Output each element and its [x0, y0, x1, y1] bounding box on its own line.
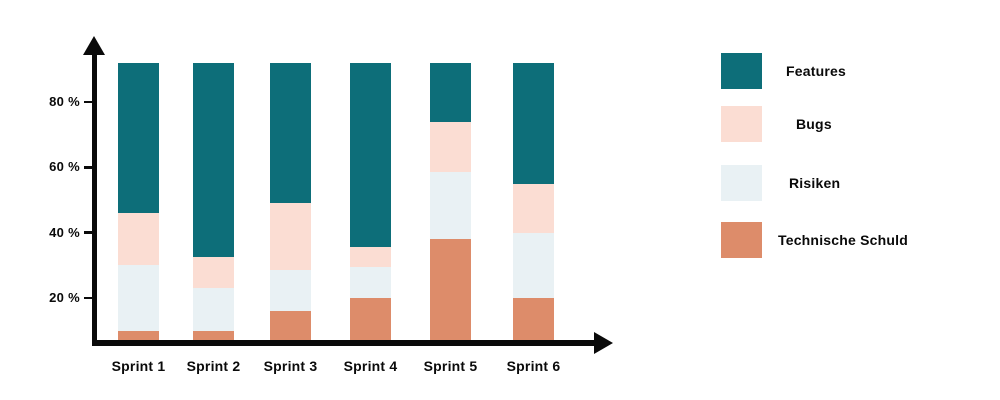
- legend: Features Bugs Risiken Technische Schuld: [721, 53, 951, 283]
- bar-segment-bugs: [430, 121, 471, 173]
- legend-label: Bugs: [796, 116, 832, 132]
- y-axis-tick: [84, 100, 92, 104]
- bar-segment-features: [118, 62, 159, 214]
- legend-label: Features: [786, 63, 846, 79]
- y-axis-tick-label: 20 %: [49, 289, 80, 305]
- bar-segment-technische-schuld: [513, 297, 554, 340]
- x-axis-label: Sprint 6: [506, 358, 561, 374]
- bar-segment-bugs: [193, 257, 234, 289]
- bar-segment-risiken: [350, 266, 391, 298]
- bar-segment-risiken: [513, 232, 554, 298]
- x-axis-label: Sprint 3: [263, 358, 318, 374]
- bar-segment-bugs: [513, 183, 554, 233]
- x-axis-label: Sprint 2: [186, 358, 241, 374]
- bar-segment-features: [350, 62, 391, 248]
- plot-area: 20 % 40 % 60 % 80 % Sprint 1 Sprint 2 Sprint …: [49, 36, 613, 374]
- bar-segment-technische-schuld: [430, 239, 471, 340]
- y-axis-tick-label: 40 %: [49, 224, 80, 240]
- bar-segment-risiken: [193, 288, 234, 331]
- bar-segment-bugs: [350, 247, 391, 267]
- y-axis-tick-label: 80 %: [49, 93, 80, 109]
- y-axis-line: [92, 52, 97, 346]
- legend-item-risiken: Risiken: [721, 165, 951, 201]
- bar-segment-bugs: [270, 203, 311, 271]
- legend-swatch-features-icon: [721, 53, 762, 89]
- bar-segment-technische-schuld: [350, 297, 391, 340]
- bar-segment-technische-schuld: [270, 311, 311, 340]
- bar-segment-features: [270, 62, 311, 204]
- bar-segment-features: [430, 62, 471, 122]
- bar-segment-technische-schuld: [193, 330, 234, 340]
- y-axis-tick: [84, 296, 92, 300]
- y-axis-tick-label: 60 %: [49, 159, 80, 175]
- bar-segment-risiken: [270, 270, 311, 312]
- legend-swatch-bugs-icon: [721, 106, 762, 142]
- x-axis-line: [92, 340, 596, 346]
- y-axis-tick: [84, 231, 92, 234]
- y-axis-arrow-icon: [83, 36, 105, 55]
- legend-label: Risiken: [789, 175, 841, 191]
- legend-item-features: Features: [721, 53, 951, 89]
- bar-segment-risiken: [430, 172, 471, 240]
- x-axis-label: Sprint 1: [111, 358, 166, 374]
- bar-segment-technische-schuld: [118, 330, 159, 340]
- legend-label: Technische Schuld: [778, 232, 908, 248]
- bar-segment-bugs: [118, 213, 159, 266]
- bar-segment-features: [193, 62, 234, 258]
- y-axis-tick: [84, 166, 92, 169]
- x-axis-label: Sprint 4: [343, 358, 398, 374]
- bar-segment-features: [513, 62, 554, 184]
- legend-item-bugs: Bugs: [721, 106, 951, 142]
- x-axis-arrow-icon: [594, 332, 613, 354]
- x-axis-label: Sprint 5: [423, 358, 478, 374]
- legend-swatch-risiken-icon: [721, 165, 762, 201]
- legend-swatch-technische-schuld-icon: [721, 222, 762, 258]
- bar-segment-risiken: [118, 265, 159, 331]
- legend-item-technische-schuld: Technische Schuld: [721, 222, 951, 258]
